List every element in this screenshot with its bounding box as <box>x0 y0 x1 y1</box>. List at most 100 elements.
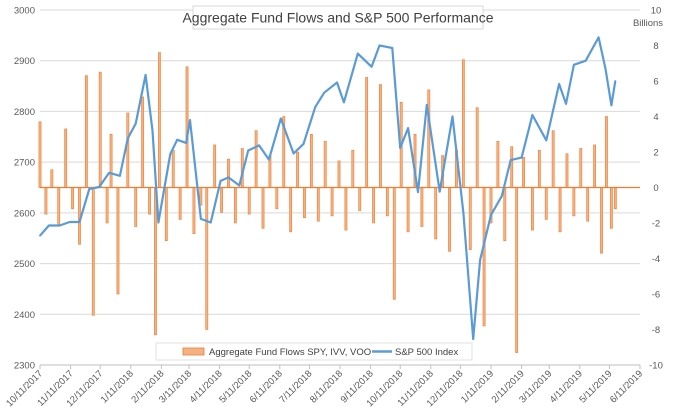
sp500-index-point <box>185 141 187 144</box>
sp500-index-point <box>189 119 191 121</box>
fund-flow-bar <box>71 187 74 210</box>
sp500-index-point <box>144 74 147 76</box>
sp500-index-point <box>227 176 230 179</box>
fund-flow-bar <box>57 187 61 226</box>
fund-flow-bar <box>427 89 431 188</box>
right-axis-tick-label: 8 <box>653 41 658 52</box>
sp500-index-point <box>314 105 317 108</box>
fund-flow-bar <box>109 133 113 188</box>
sp500-index-point <box>302 142 305 145</box>
fund-flow-bar <box>351 149 355 188</box>
sp500-index-point <box>157 221 160 224</box>
fund-flow-bar <box>572 187 576 217</box>
fund-flow-bar <box>344 187 348 231</box>
fund-flow-bars <box>38 52 640 353</box>
sp500-index-point <box>336 81 338 84</box>
sp500-index-point <box>119 174 121 177</box>
sp500-index-point <box>378 44 381 47</box>
x-axis-tick-label: 6/11/2019 <box>608 368 645 405</box>
fund-flow-bar <box>544 187 548 220</box>
fund-flow-bar <box>323 141 327 188</box>
chart-title-box: Aggregate Fund Flows and S&P 500 Perform… <box>182 5 494 30</box>
left-axis-tick-label: 2700 <box>14 158 35 169</box>
fund-flow-bar <box>105 187 109 224</box>
fund-flow-bar <box>309 133 313 188</box>
sp500-index-point <box>292 152 295 155</box>
fund-flow-bar <box>385 187 389 217</box>
fund-flow-bar <box>482 187 486 327</box>
fund-flow-bar <box>247 187 251 215</box>
fund-flow-bar <box>134 187 138 227</box>
fund-flow-bar <box>148 187 151 215</box>
right-axis-tick-label: 0 <box>653 183 658 194</box>
fund-flow-bar <box>537 149 541 188</box>
fund-flow-bar <box>98 71 102 188</box>
left-axis-tick-label: 2900 <box>14 56 35 67</box>
fund-flow-bar <box>609 187 613 229</box>
fund-flow-bar <box>579 148 583 188</box>
sp500-index-point <box>323 91 326 94</box>
fund-flow-bar <box>316 187 320 222</box>
fund-flow-bar <box>551 130 555 188</box>
sp500-index-point <box>219 180 222 182</box>
fund-flow-bar <box>158 52 161 188</box>
fund-flow-bar <box>379 84 382 188</box>
sp500-index-point <box>169 153 172 155</box>
fund-flow-bar <box>406 187 410 233</box>
right-axis-tick-label: -8 <box>652 325 660 336</box>
fund-flow-bar <box>586 187 590 222</box>
fund-flow-bar <box>296 151 299 188</box>
sp500-index-point <box>417 191 419 193</box>
right-axis-tick-label: -10 <box>649 361 663 372</box>
right-axis-tick-label: -2 <box>652 219 660 230</box>
fund-flow-bar <box>496 141 500 188</box>
fund-flow-bar <box>261 187 265 229</box>
fund-flow-bar <box>220 187 223 213</box>
sp500-index-point <box>126 137 129 140</box>
sp500-index-point <box>490 213 492 216</box>
fund-flow-bar <box>448 187 451 252</box>
legend-swatch-flows <box>182 347 205 356</box>
sp500-index-point <box>258 144 260 147</box>
sp500-index-line <box>39 36 617 341</box>
fund-flow-bar <box>515 187 519 353</box>
sp500-index-point <box>391 47 394 49</box>
fund-flow-bar <box>91 187 95 316</box>
sp500-index-point <box>545 139 548 142</box>
sp500-index-point <box>572 63 575 66</box>
sp500-index-point <box>509 159 512 162</box>
sp500-index-point <box>343 101 345 104</box>
fund-flow-bar <box>84 75 88 188</box>
sp500-index-point <box>597 36 600 39</box>
fund-flow-bar <box>420 187 424 227</box>
fund-flow-bar <box>44 187 48 215</box>
fund-flow-bar <box>154 187 157 336</box>
fund-flow-bar <box>213 144 217 188</box>
left-axis-tick-label: 2500 <box>14 259 35 270</box>
fund-flow-bar <box>510 146 514 188</box>
fund-flow-bar <box>50 169 54 188</box>
fund-flow-bar <box>531 187 534 231</box>
fund-flow-bar <box>330 187 334 217</box>
sp500-index-point <box>558 83 560 85</box>
sp500-index-point <box>47 224 50 227</box>
sp500-index-point <box>462 211 465 214</box>
fund-flow-bar <box>141 96 145 188</box>
sp500-index-point <box>151 129 154 132</box>
right-axis-tick-label: 6 <box>653 77 658 88</box>
fund-flow-bar <box>613 187 617 210</box>
sp500-index-point <box>68 221 71 223</box>
sp500-index-point <box>438 190 441 193</box>
fund-flow-bar <box>392 187 396 300</box>
sp500-index-point <box>407 127 409 130</box>
left-axis-tick-label: 2800 <box>14 107 35 118</box>
fund-flow-bar <box>275 187 279 210</box>
fund-flow-bar <box>461 59 465 188</box>
fund-flow-bar <box>434 187 438 240</box>
fund-flow-bar <box>372 187 375 224</box>
fund-flow-bar <box>164 187 168 242</box>
sp500-index-point <box>279 117 282 120</box>
right-axis-label: Billions <box>633 18 663 29</box>
sp500-index-point <box>500 195 503 198</box>
